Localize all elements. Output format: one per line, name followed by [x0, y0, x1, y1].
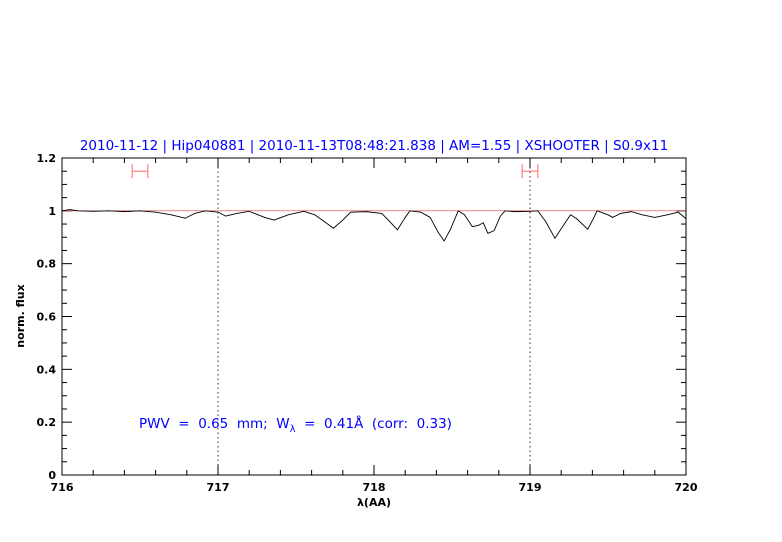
spectrum-point — [554, 237, 556, 239]
error-bar — [131, 164, 149, 179]
x-tick-label: 716 — [51, 481, 74, 494]
spectrum-point — [429, 217, 431, 218]
spectrum-point — [287, 214, 289, 216]
spectrum-point — [607, 214, 609, 216]
spectrum-point — [570, 214, 571, 216]
spectrum-point — [537, 210, 539, 212]
spectrum-point — [504, 210, 506, 212]
spectrum-point — [404, 217, 406, 218]
spectrum-point — [593, 217, 595, 218]
chart-title: 2010-11-12 | Hip040881 | 2010-11-13T08:4… — [80, 138, 668, 154]
annotation-subscript: λ — [290, 424, 296, 435]
spectrum-point — [437, 231, 439, 233]
y-tick-label: 0.6 — [37, 311, 57, 324]
spectrum-point — [631, 211, 632, 213]
spectrum-point — [350, 211, 351, 213]
x-tick-label: 718 — [363, 481, 386, 494]
spectrum-point — [596, 210, 598, 212]
spectrum-point — [273, 219, 275, 221]
spectrum-point — [563, 223, 565, 225]
spectrum-point — [217, 211, 219, 213]
y-tick-label: 1 — [48, 205, 56, 218]
spectrum-point — [420, 211, 422, 213]
spectrum-point — [248, 210, 250, 212]
spectrum-point — [450, 228, 451, 230]
y-tick-label: 0 — [48, 469, 56, 482]
spectrum-point — [654, 217, 656, 218]
spectrum-point — [493, 230, 495, 232]
error-bar — [521, 164, 539, 179]
spectrum-point — [323, 221, 325, 222]
pwv-annotation: PWV = 0.65 mm; Wλ = 0.41Å (corr: 0.33) — [139, 415, 452, 435]
spectrum-point — [225, 215, 227, 217]
spectrum-point — [314, 214, 316, 216]
spectrum-point — [92, 210, 94, 212]
spectrum-point — [457, 210, 459, 212]
spectrum-point — [576, 218, 578, 220]
spectrum-point — [69, 209, 71, 210]
spectrum-point — [77, 210, 78, 212]
spectrum-point — [155, 211, 157, 213]
spectrum-point — [587, 228, 589, 230]
spectrum-point — [409, 210, 411, 212]
plot-frame — [61, 157, 687, 476]
spectrum-line — [61, 209, 687, 242]
y-tick-label: 0.8 — [37, 258, 57, 271]
spectrum-point — [139, 210, 141, 212]
spectrum-point — [499, 215, 501, 217]
annotation-pre: PWV = 0.65 mm; W — [139, 416, 290, 432]
axis-ticks: 716 717 718 719 720 0 0.2 0.4 0.6 0.8 1 1.2 — [37, 152, 698, 494]
plot-marks — [61, 158, 687, 475]
x-tick-label: 720 — [675, 481, 698, 494]
y-tick-label: 1.2 — [37, 152, 57, 165]
spectrum-point — [236, 213, 238, 214]
spectrum-point — [482, 222, 484, 224]
spectrum-point — [205, 210, 206, 212]
spectrum-point — [333, 227, 334, 229]
spectrum-point — [365, 211, 367, 213]
spectrum-point — [545, 221, 546, 222]
x-tick-label: 719 — [519, 481, 542, 494]
spectrum-point — [397, 229, 398, 231]
spectrum-point — [342, 219, 344, 221]
spectrum-point — [464, 214, 465, 216]
x-tick-label: 717 — [207, 481, 230, 494]
spectrum-point — [443, 240, 445, 242]
y-axis-label: norm. flux — [14, 284, 27, 347]
spectrum-point — [194, 213, 196, 214]
spectrum-point — [529, 210, 531, 212]
spectrum-point — [184, 217, 186, 219]
annotation-post: = 0.41Å (corr: 0.33) — [296, 415, 452, 432]
y-tick-label: 0.2 — [37, 416, 57, 429]
x-axis-label: λ(AA) — [357, 496, 391, 509]
spectrum-point — [478, 224, 479, 226]
spectrum-point — [514, 211, 515, 213]
spectrum-point — [641, 214, 643, 216]
spectrum-point — [666, 214, 668, 216]
spectrum-point — [677, 211, 679, 213]
spectrum-point — [170, 214, 172, 216]
spectrum-point — [381, 213, 383, 214]
spectrum-point — [389, 221, 390, 222]
spectrum-point — [264, 217, 266, 218]
spectrum-point — [612, 217, 614, 218]
spectrum-point — [487, 232, 489, 234]
spectrum-point — [124, 211, 125, 213]
spectrum-point — [471, 226, 473, 228]
y-tick-label: 0.4 — [37, 363, 57, 376]
spectrum-point — [303, 210, 305, 212]
spectrum-point — [620, 213, 621, 214]
spectrum-point — [108, 210, 110, 212]
